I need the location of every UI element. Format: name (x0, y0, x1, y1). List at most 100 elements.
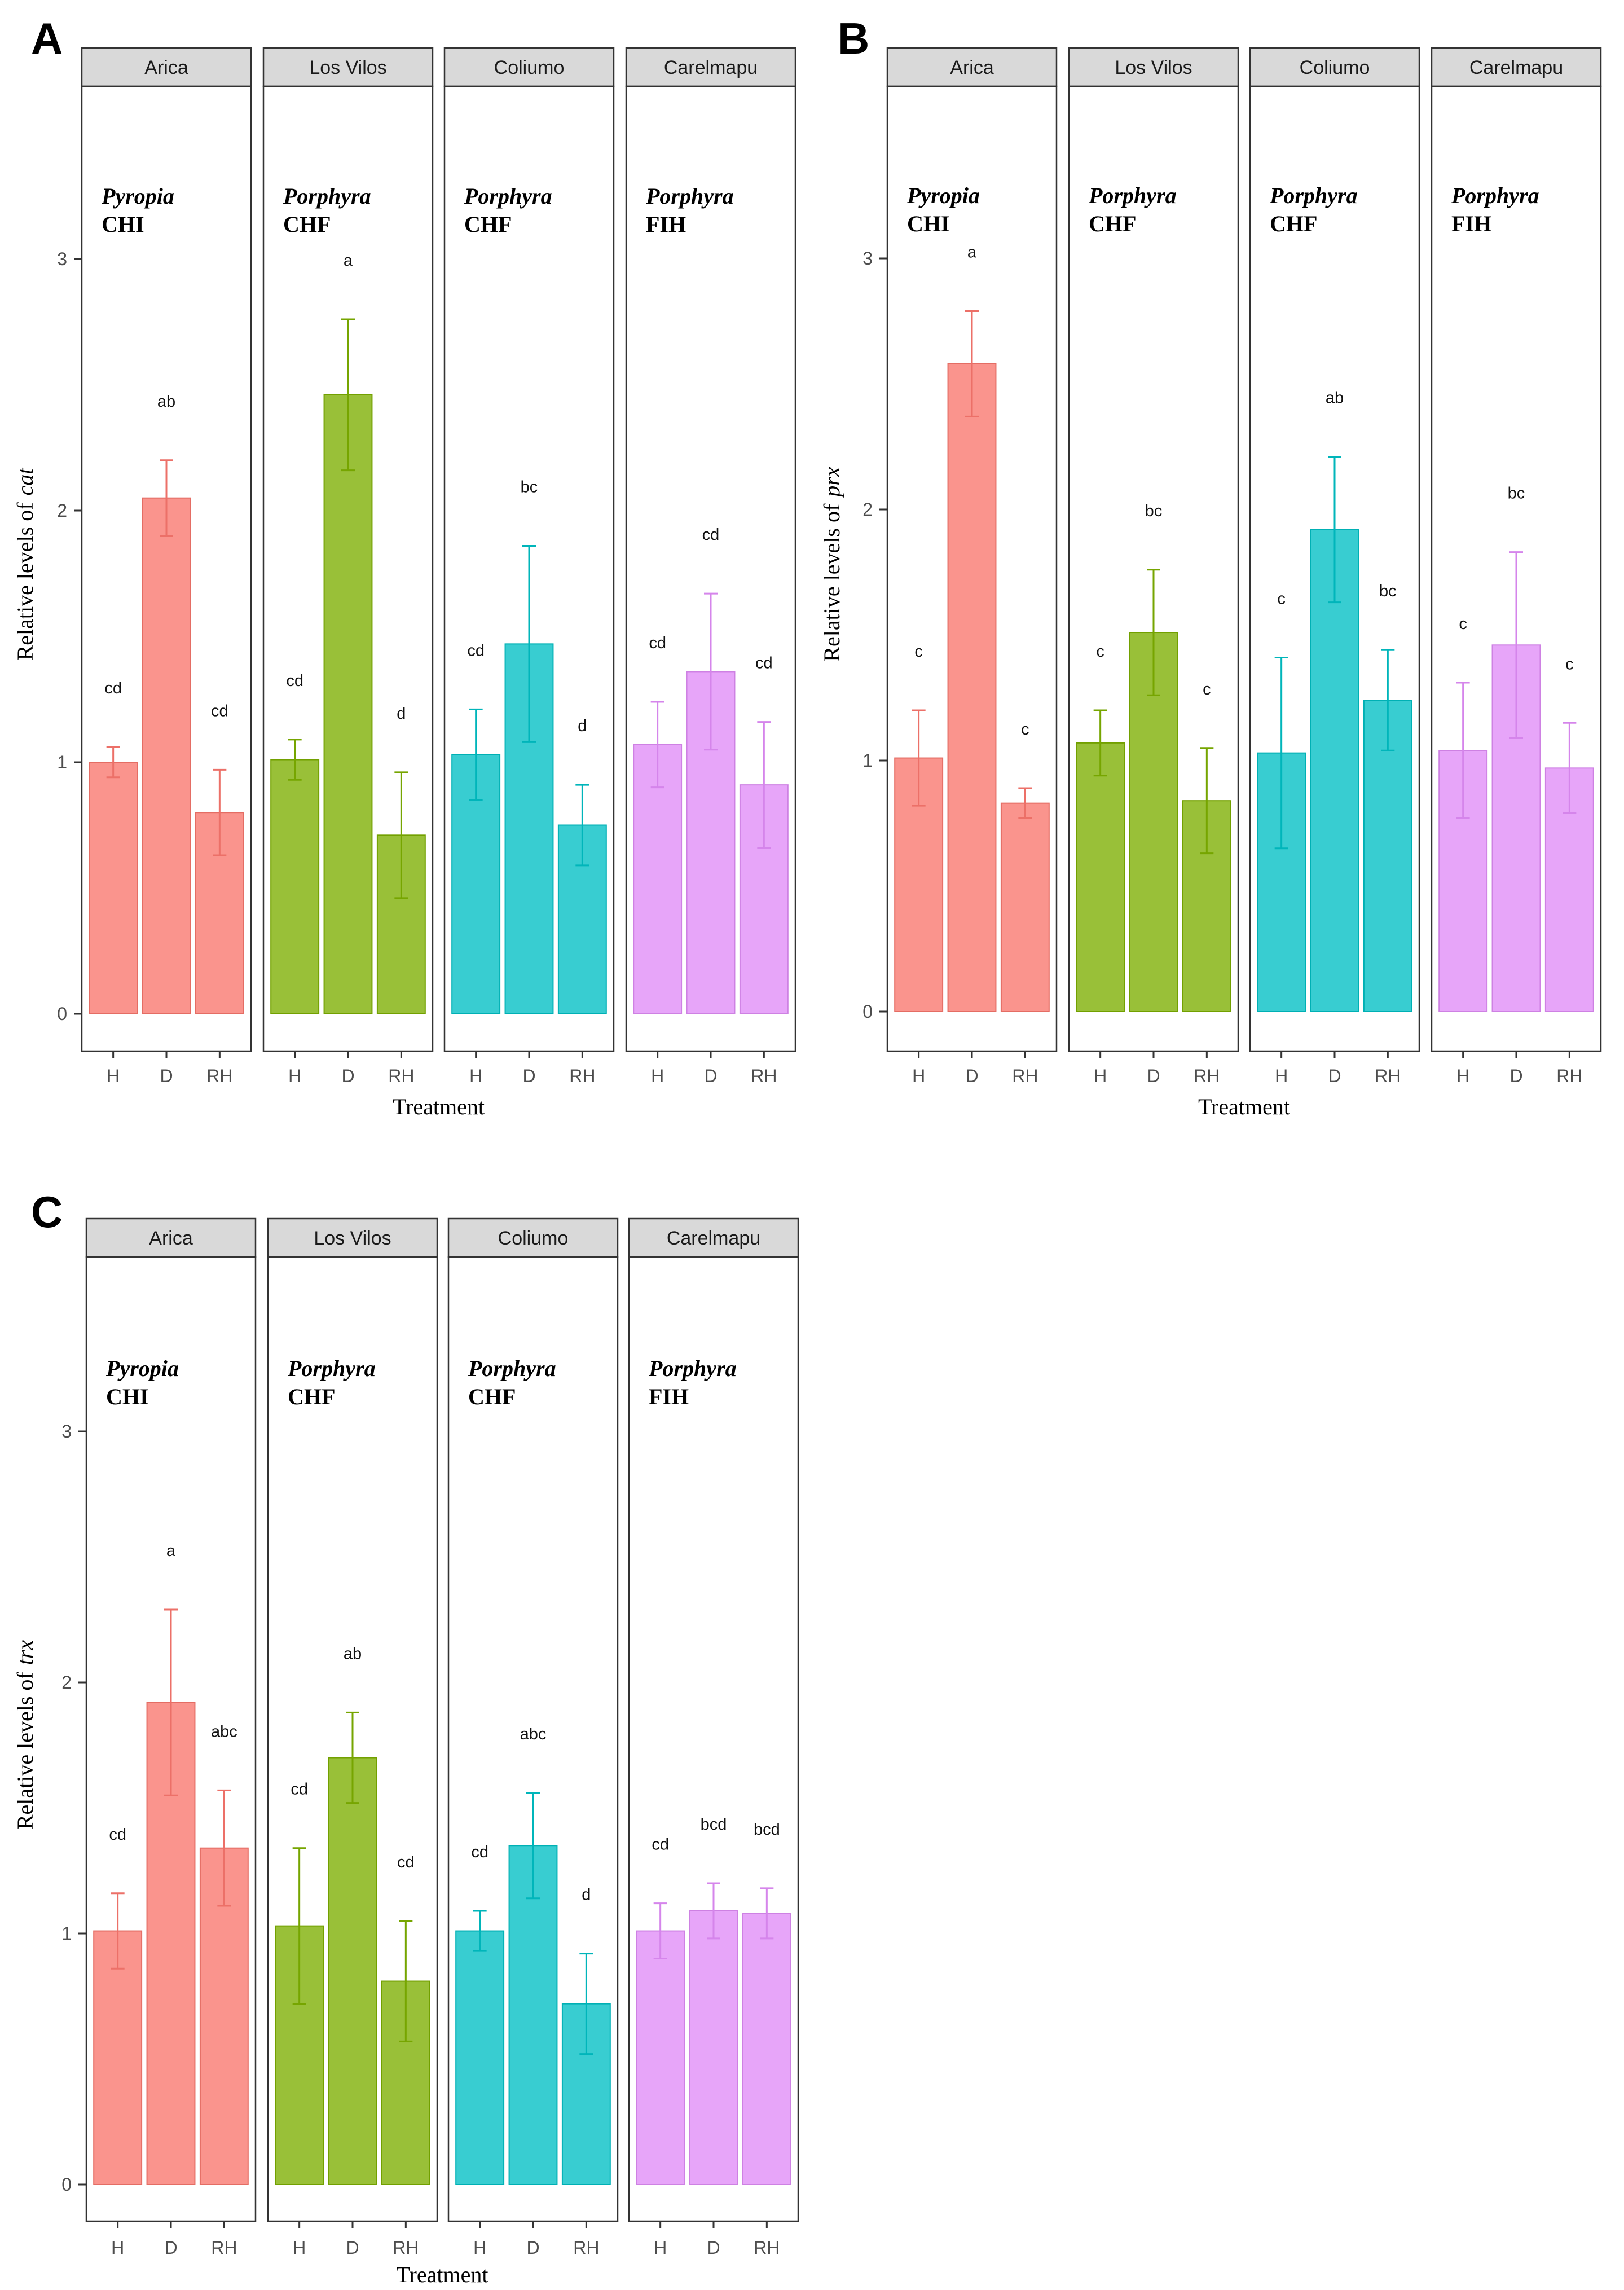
significance-label: bc (1508, 485, 1525, 503)
lineage-label: CHI (106, 1384, 149, 1409)
lineage-label: CHF (1089, 211, 1136, 236)
significance-label: cd (702, 526, 720, 544)
facet-strip-label: Los Vilos (1115, 57, 1192, 78)
x-tick-label: RH (206, 1066, 232, 1086)
y-tick-label: 3 (61, 1421, 72, 1441)
facet-strip-label: Coliumo (494, 57, 565, 78)
y-tick-label: 3 (57, 249, 67, 269)
facet-arica: Arica Pyropia CHI cd Hab Dcd RH (81, 47, 252, 1086)
significance-label: cd (471, 1843, 488, 1861)
x-tick-label: H (651, 1066, 664, 1086)
y-tick-label: 2 (862, 499, 873, 520)
significance-label: bc (1379, 582, 1397, 600)
lineage-label: CHF (468, 1384, 516, 1409)
x-tick-label: RH (573, 2238, 599, 2258)
x-tick-label: D (704, 1066, 717, 1086)
facet-strip-label: Coliumo (498, 1228, 569, 1249)
lineage-label: CHF (288, 1384, 335, 1409)
x-tick-label: H (469, 1066, 482, 1086)
significance-label: c (1277, 590, 1286, 608)
significance-label: c (1203, 680, 1211, 698)
lineage-label: FIH (646, 212, 686, 237)
facet-strip (1068, 47, 1239, 87)
lineage-label: CHF (1270, 211, 1317, 236)
significance-label: d (397, 705, 406, 723)
x-tick-label: H (1456, 1066, 1469, 1086)
lineage-label: CHF (283, 212, 331, 237)
genus-label: Porphyra (287, 1356, 376, 1381)
bar-h (633, 744, 683, 1015)
x-tick-label: RH (751, 1066, 777, 1086)
x-tick-label: H (288, 1066, 301, 1086)
facet-strip-label: Coliumo (1300, 57, 1370, 78)
bar-d (1310, 529, 1359, 1012)
facet-strip (1249, 47, 1420, 87)
facet-strip (1431, 47, 1602, 87)
y-tick-label: 0 (862, 1001, 873, 1022)
genus-label: Pyropia (101, 183, 174, 209)
facet-strip-label: Los Vilos (309, 57, 386, 78)
x-tick-label: H (654, 2238, 667, 2258)
facet-strip (886, 47, 1058, 87)
x-tick-label: RH (1375, 1066, 1401, 1086)
lineage-label: CHI (102, 212, 144, 237)
bar-h (270, 759, 320, 1015)
y-tick-label: 2 (57, 500, 67, 521)
genus-label: Porphyra (468, 1356, 556, 1381)
facet-strip-label: Arica (149, 1228, 193, 1249)
significance-label: d (582, 1886, 591, 1904)
y-tick-label: 0 (57, 1004, 67, 1024)
x-tick-label: RH (388, 1066, 414, 1086)
facet-los-vilos: Los Vilos Porphyra CHF cd Hab Dcd RH (267, 1217, 438, 2258)
y-axis-title-prefix: Relative levels of (12, 502, 38, 661)
facet-los-vilos: Los Vilos Porphyra CHF cd Ha Dd RH (262, 47, 434, 1086)
x-tick-label: D (341, 1066, 354, 1086)
panel-letter: C (31, 1187, 63, 1237)
lineage-label: FIH (1451, 211, 1491, 236)
x-tick-label: D (1147, 1066, 1160, 1086)
facet-strip (267, 1217, 438, 1258)
facet-strip-label: Arica (950, 57, 994, 78)
x-tick-label: RH (569, 1066, 595, 1086)
facet-strip-label: Carelmapu (667, 1228, 760, 1249)
facet-strip (81, 47, 252, 87)
panel-letter: A (31, 14, 63, 63)
bar-d (689, 1910, 738, 2185)
facet-carelmapu: Carelmapu Porphyra FIH cd Hcd Dcd RH (625, 47, 796, 1086)
x-tick-label: D (1509, 1066, 1522, 1086)
y-tick-label: 1 (862, 750, 873, 771)
bar-rh (1000, 802, 1050, 1013)
significance-label: cd (104, 679, 122, 697)
genus-label: Porphyra (648, 1356, 737, 1381)
facet-coliumo: Coliumo Porphyra CHF cd Hbc Dd RH (443, 47, 615, 1086)
x-tick-label: RH (211, 2238, 237, 2258)
y-tick-label: 3 (862, 248, 873, 269)
significance-label: bcd (754, 1821, 780, 1839)
bar-d (323, 394, 373, 1015)
x-tick-label: D (707, 2238, 720, 2258)
genus-label: Porphyra (1088, 183, 1177, 208)
facet-strip (447, 1217, 619, 1258)
genus-label: Porphyra (464, 183, 552, 209)
panel-letter: B (838, 14, 869, 63)
x-tick-label: RH (1556, 1066, 1582, 1086)
x-tick-label: D (1328, 1066, 1341, 1086)
bar-h (93, 1930, 143, 2186)
significance-label: cd (652, 1836, 669, 1854)
significance-label: c (1459, 615, 1467, 633)
lineage-label: CHF (464, 212, 512, 237)
significance-label: cd (467, 641, 485, 660)
bar-d (947, 363, 997, 1012)
significance-label: cd (211, 702, 228, 720)
significance-label: cd (649, 634, 666, 652)
significance-label: d (578, 717, 587, 735)
x-axis-title: Treatment (397, 2262, 488, 2287)
significance-label: c (914, 643, 923, 661)
facet-coliumo: Coliumo Porphyra CHF c Hab Dbc RH (1249, 47, 1420, 1086)
bar-h (455, 1930, 505, 2186)
significance-label: ab (344, 1645, 362, 1663)
y-axis-title: Relative levels of cat (12, 468, 38, 661)
x-tick-label: D (965, 1066, 978, 1086)
